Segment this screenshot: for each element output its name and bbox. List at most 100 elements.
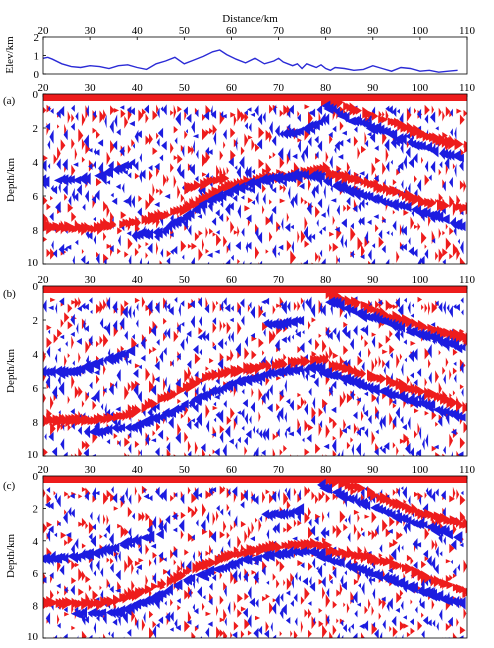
panel-c-noise-wiggle xyxy=(128,494,132,505)
panel-a-noise-wiggle xyxy=(152,110,158,121)
panel-c-noise-wiggle xyxy=(148,495,153,502)
panel-b-noise-wiggle xyxy=(327,331,333,340)
panel-a-reflector-2-wiggle xyxy=(135,228,144,240)
panel-c-noise-wiggle xyxy=(200,636,202,638)
panel-c-x-tick-label: 90 xyxy=(367,464,379,476)
panel-c-noise-wiggle xyxy=(134,616,138,627)
panel-a-reflector-2-wiggle xyxy=(182,209,192,222)
panel-c-noise-wiggle xyxy=(128,527,132,538)
panel-a-noise-wiggle xyxy=(430,160,436,174)
panel-a-noise-wiggle xyxy=(396,108,400,114)
panel-a-reflector-2-wiggle xyxy=(235,181,246,194)
panel-b-noise-wiggle xyxy=(244,347,250,360)
panel-b-noise-wiggle xyxy=(145,433,149,446)
panel-b-reflector-7-wiggle xyxy=(264,319,273,330)
panel-b-noise-wiggle xyxy=(450,428,457,436)
panel-a-noise-wiggle xyxy=(237,204,241,219)
panel-a-noise-wiggle xyxy=(286,123,291,131)
panel-a-noise-wiggle xyxy=(94,149,100,156)
panel-a-noise-wiggle xyxy=(463,179,467,193)
panel-a-noise-wiggle xyxy=(145,113,149,124)
panel-a-noise-wiggle xyxy=(121,182,125,194)
panel-b-noise-wiggle xyxy=(357,355,363,366)
panel-c-noise-wiggle xyxy=(240,630,245,638)
panel-c-noise-wiggle xyxy=(208,486,213,496)
panel-a-noise-wiggle xyxy=(360,198,365,209)
panel-b-reflector-4-wiggle xyxy=(366,382,374,395)
panel-b-noise-wiggle xyxy=(318,407,323,417)
panel-a-noise-wiggle xyxy=(177,105,182,113)
panel-b-noise-wiggle xyxy=(152,372,156,387)
panel-b-noise-wiggle xyxy=(223,400,227,408)
panel-a-noise-wiggle xyxy=(230,112,236,118)
panel-c-noise-wiggle xyxy=(166,568,171,577)
panel-b-noise-wiggle xyxy=(375,429,379,435)
panel-c-noise-wiggle xyxy=(251,521,254,535)
panel-a-noise-wiggle xyxy=(177,185,181,199)
panel-b-noise-wiggle xyxy=(313,377,319,388)
panel-c-noise-wiggle xyxy=(226,503,230,512)
panel-b-noise-wiggle xyxy=(64,355,67,368)
panel-c-reflector-2-wiggle xyxy=(253,554,262,563)
panel-c-noise-wiggle xyxy=(285,617,291,624)
panel-a-noise-wiggle xyxy=(292,153,298,160)
panel-a-noise-wiggle xyxy=(445,162,448,176)
panel-b-noise-wiggle xyxy=(346,393,353,404)
panel-a-noise-wiggle xyxy=(65,244,72,250)
panel-c-x-tick-label: 20 xyxy=(38,464,50,476)
panel-a-noise-wiggle xyxy=(230,254,234,261)
panel-c-reflector-3-wiggle xyxy=(437,577,443,585)
panel-b-noise-wiggle xyxy=(297,346,302,354)
panel-b-noise-wiggle xyxy=(219,425,225,434)
panel-c-reflector-7-wiggle xyxy=(294,503,305,516)
panel-c-reflector-4-wiggle xyxy=(390,574,399,588)
panel-b-noise-wiggle xyxy=(50,421,56,436)
panel-c-noise-wiggle xyxy=(244,592,249,601)
panel-b-noise-wiggle xyxy=(343,418,346,431)
panel-c-reflector-6-wiggle xyxy=(345,494,355,504)
panel-c-noise-wiggle xyxy=(69,493,75,499)
panel-b-noise-wiggle xyxy=(332,450,337,456)
panel-a-noise-wiggle xyxy=(248,184,252,193)
panel-b-noise-wiggle xyxy=(230,331,234,343)
panel-a-noise-wiggle xyxy=(350,250,354,259)
panel-a-label: (a) xyxy=(3,95,16,107)
panel-b-noise-wiggle xyxy=(78,447,83,456)
panel-c-noise-wiggle xyxy=(459,626,466,635)
panel-c-noise-wiggle xyxy=(48,525,54,534)
panel-c-noise-wiggle xyxy=(43,522,48,534)
panel-c-noise-wiggle xyxy=(361,582,365,596)
panel-c-noise-wiggle xyxy=(92,523,96,531)
panel-a-noise-wiggle xyxy=(306,201,312,216)
panel-a-noise-wiggle xyxy=(156,188,160,194)
panel-c-noise-wiggle xyxy=(158,551,164,560)
panel-a-reflector-4-wiggle xyxy=(323,176,329,187)
panel-a-noise-wiggle xyxy=(232,194,238,202)
panel-c-reflector-0-wiggle xyxy=(70,551,78,564)
panel-b-noise-wiggle xyxy=(46,324,52,331)
panel-b-noise-wiggle xyxy=(457,451,464,456)
panel-c-noise-wiggle xyxy=(84,491,89,501)
panel-a-noise-wiggle xyxy=(245,166,252,180)
panel-a-noise-wiggle xyxy=(251,138,255,151)
panel-b-noise-wiggle xyxy=(435,300,439,307)
panel-c-noise-wiggle xyxy=(191,537,195,542)
panel-a-noise-wiggle xyxy=(442,110,445,122)
panel-a-top-band xyxy=(43,94,467,101)
panel-c-reflector-6-wiggle xyxy=(322,483,332,494)
panel-a-noise-wiggle xyxy=(111,197,118,205)
panel-c-noise-wiggle xyxy=(450,559,453,565)
panel-b-noise-wiggle xyxy=(376,394,379,405)
panel-b-noise-wiggle xyxy=(362,403,365,415)
panel-a-noise-wiggle xyxy=(205,129,210,136)
panel-b-reflector-3-wiggle xyxy=(417,386,426,397)
panel-c-noise-wiggle xyxy=(89,511,93,521)
panel-c-noise-wiggle xyxy=(422,616,429,625)
panel-c-noise-wiggle xyxy=(210,487,217,493)
panel-c-noise-wiggle xyxy=(180,493,185,505)
panel-b-noise-wiggle xyxy=(276,403,280,412)
panel-a-noise-wiggle xyxy=(327,203,330,218)
panel-c-noise-wiggle xyxy=(230,524,233,532)
panel-c-noise-wiggle xyxy=(106,578,110,589)
panel-b-noise-wiggle xyxy=(410,372,414,379)
